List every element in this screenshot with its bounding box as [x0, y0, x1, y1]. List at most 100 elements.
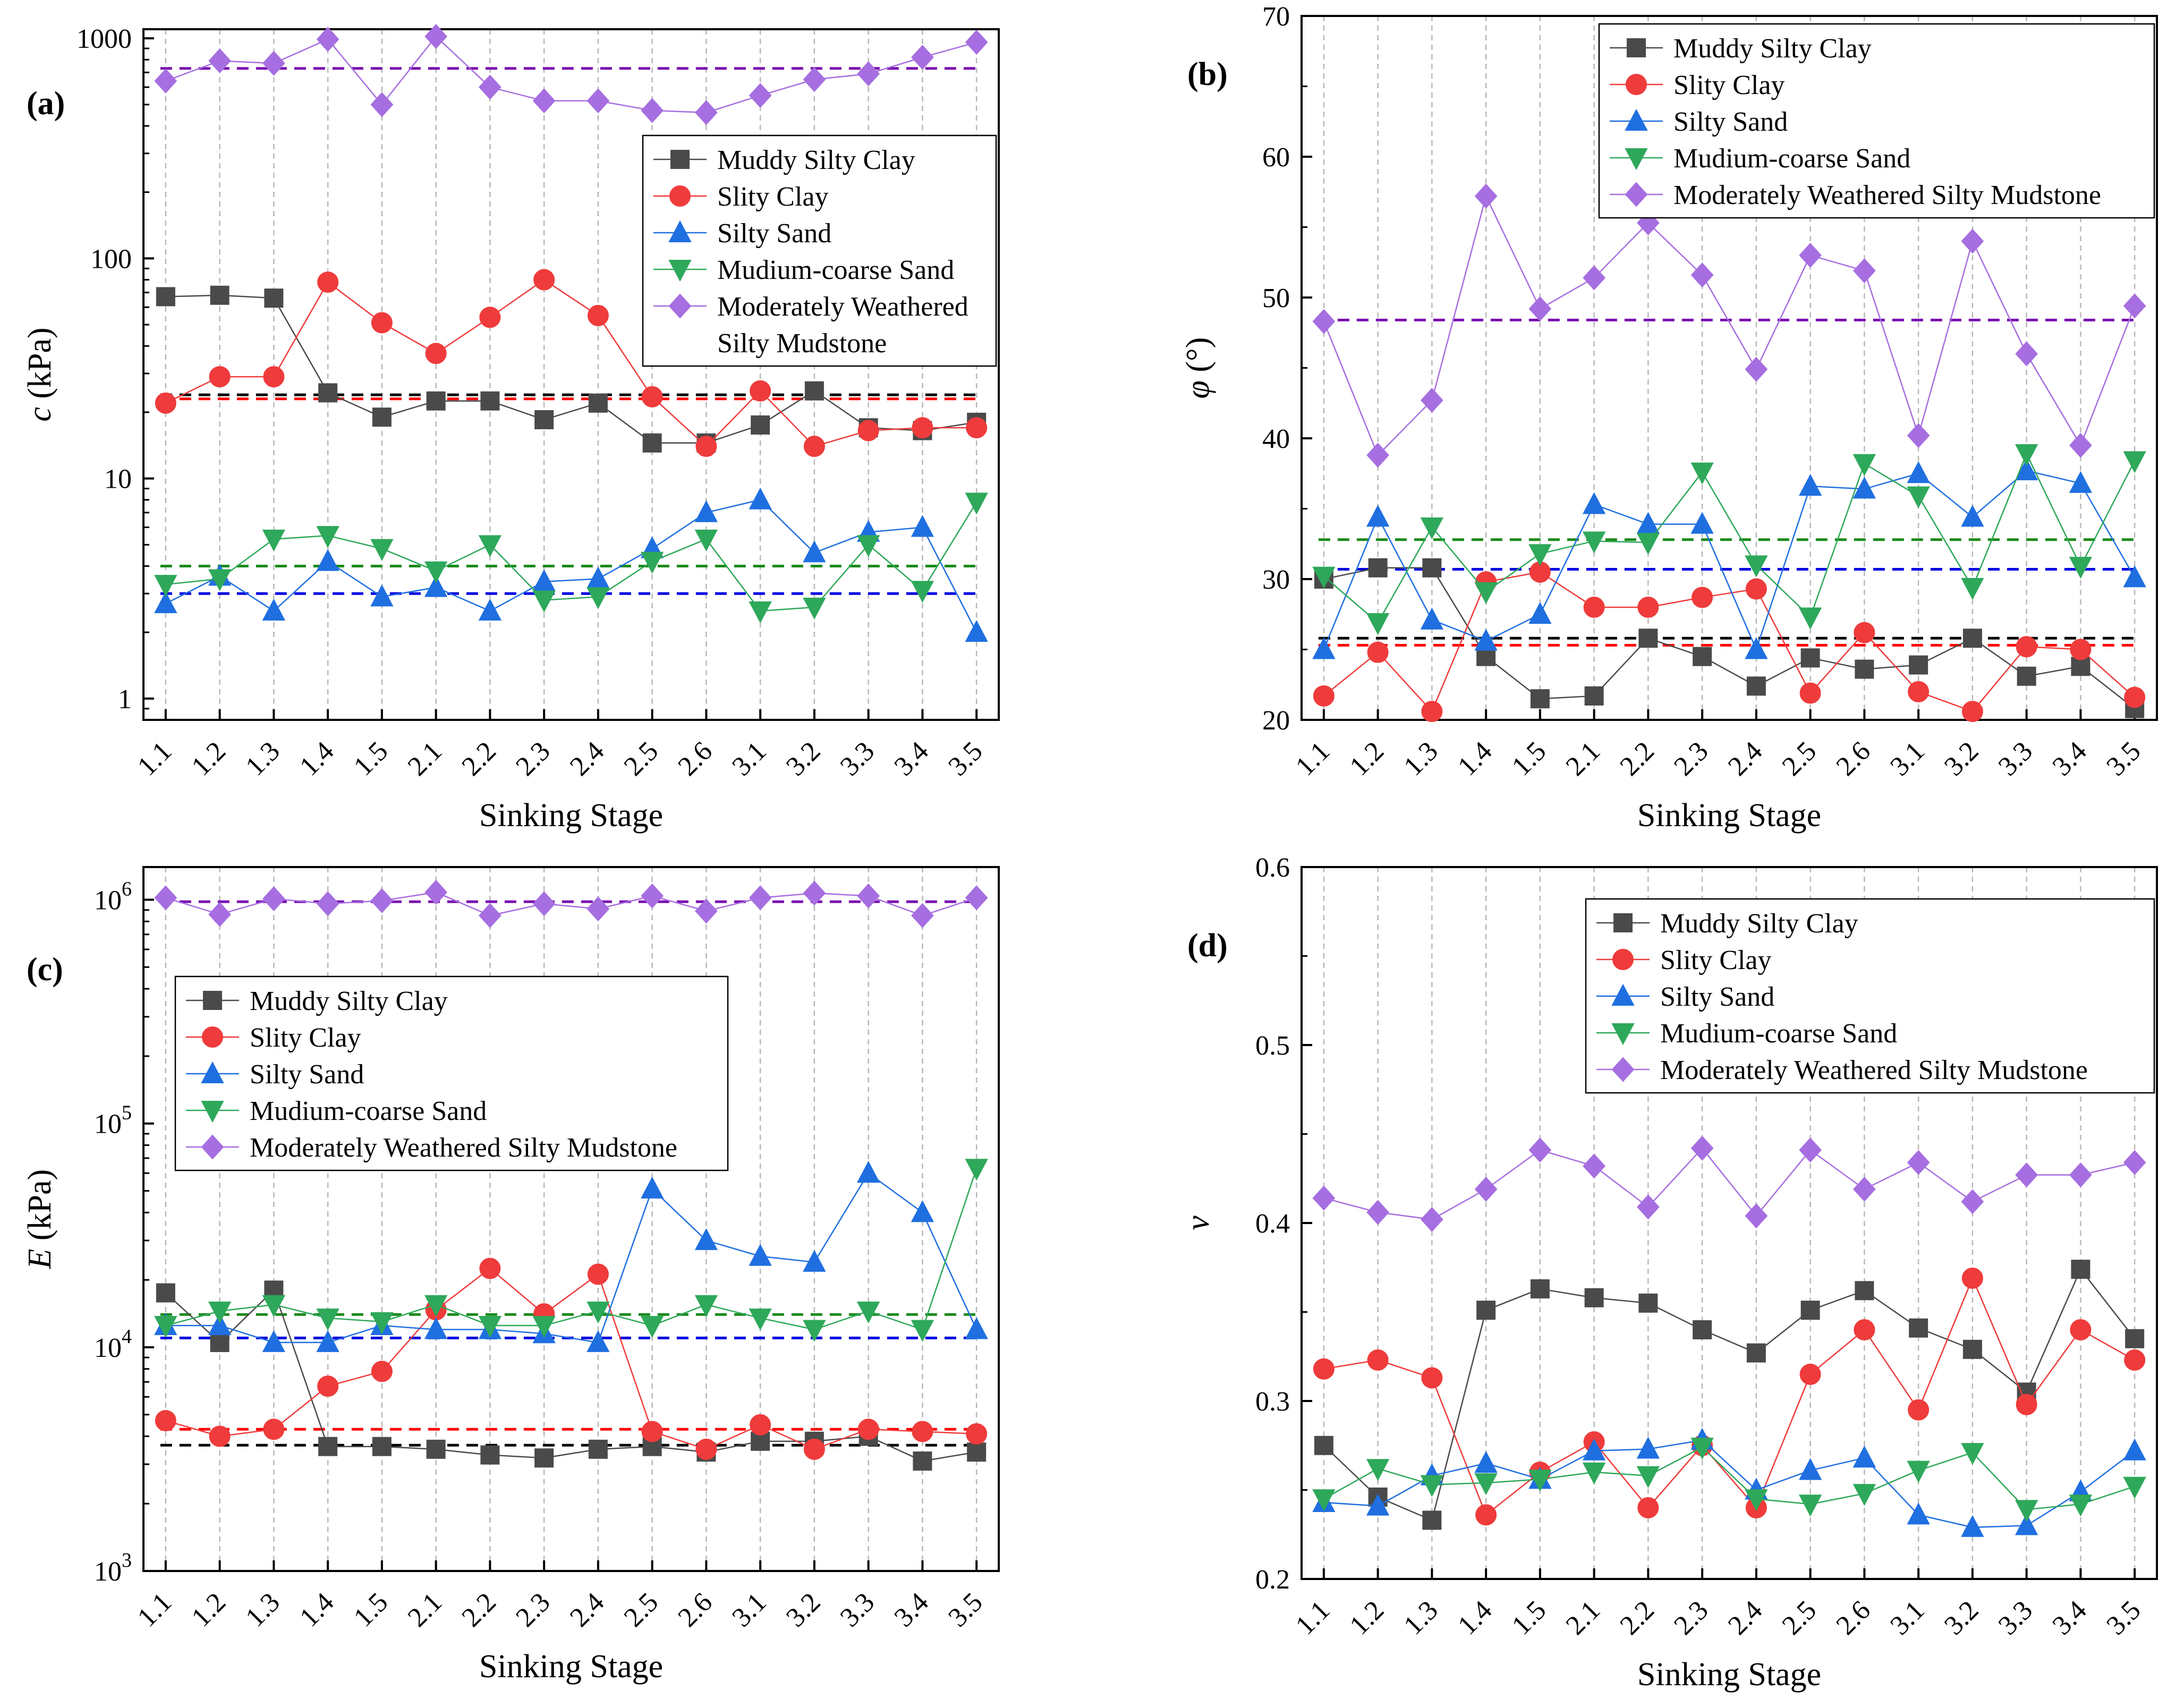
data-point — [2015, 1500, 2038, 1522]
data-point — [1692, 587, 1713, 608]
data-point — [1421, 701, 1443, 723]
data-point — [588, 393, 608, 413]
data-point — [587, 587, 610, 609]
data-point — [1528, 296, 1552, 321]
data-point — [370, 584, 394, 607]
data-point — [2015, 341, 2038, 367]
data-point — [1746, 676, 1766, 696]
data-point — [695, 898, 718, 924]
data-point — [695, 100, 718, 125]
data-point — [424, 1317, 448, 1339]
data-point — [640, 551, 664, 574]
data-point — [1854, 622, 1875, 643]
data-point — [1530, 1279, 1550, 1298]
data-point — [1420, 1475, 1444, 1497]
series-line — [165, 502, 978, 612]
data-point — [695, 436, 717, 457]
legend-marker — [1613, 913, 1633, 932]
data-point — [856, 1160, 880, 1183]
data-point — [965, 885, 988, 911]
data-point — [587, 896, 610, 922]
data-point — [424, 575, 448, 597]
data-point — [1798, 607, 1822, 630]
data-point — [965, 30, 988, 55]
data-point — [803, 540, 826, 563]
data-point — [262, 1295, 286, 1317]
series-line — [1323, 571, 2135, 713]
data-point — [264, 288, 284, 308]
legend-marker — [1626, 74, 1647, 95]
data-point — [2123, 1438, 2146, 1460]
data-point — [316, 27, 339, 52]
y-tick-label: 1000 — [77, 24, 132, 54]
legend-marker — [1625, 108, 1648, 131]
data-point — [1961, 228, 1984, 254]
y-tick-exponent: 3 — [122, 1549, 132, 1572]
data-point — [1961, 578, 1984, 600]
legend-marker — [1627, 38, 1646, 57]
x-axis-title: Sinking Stage — [479, 797, 663, 834]
data-point — [1690, 262, 1714, 288]
data-point — [1368, 558, 1388, 578]
legend-marker — [201, 1134, 224, 1160]
data-point — [1637, 597, 1659, 618]
data-point — [262, 886, 285, 912]
y-tick-base: 10 — [94, 886, 122, 916]
data-point — [532, 590, 556, 613]
data-point — [370, 539, 394, 561]
data-point — [316, 526, 339, 548]
y-tick-label: 0.4 — [1255, 1209, 1290, 1239]
data-point — [262, 50, 285, 76]
legend-label: Slity Clay — [717, 182, 828, 212]
data-point — [1528, 544, 1552, 566]
y-tick-label: 20 — [1262, 706, 1290, 736]
data-point — [966, 417, 988, 439]
data-point — [1366, 505, 1390, 527]
data-point — [316, 1330, 339, 1352]
data-point — [1313, 1358, 1335, 1380]
data-point — [2069, 557, 2093, 579]
data-point — [749, 83, 772, 108]
data-point — [1637, 1497, 1659, 1518]
data-point — [1637, 1194, 1660, 1220]
y-axis-title: c (kPa) — [22, 327, 58, 421]
data-point — [1366, 1493, 1390, 1516]
data-point — [749, 885, 772, 911]
data-point — [155, 1409, 176, 1431]
data-point — [2069, 471, 2093, 493]
data-point — [1528, 602, 1552, 624]
data-point — [2015, 444, 2038, 466]
data-point — [1852, 477, 1876, 499]
data-point — [640, 1176, 664, 1199]
data-point — [965, 492, 988, 515]
data-point — [1312, 309, 1336, 334]
data-point — [1422, 558, 1442, 578]
data-point — [749, 601, 772, 624]
data-point — [2069, 1162, 2092, 1188]
data-point — [1638, 629, 1658, 648]
data-point — [587, 1301, 610, 1324]
y-tick-label: 104 — [94, 1326, 132, 1363]
legend-box — [1585, 898, 2155, 1094]
data-point — [911, 1200, 934, 1222]
y-tick-base: 10 — [94, 1333, 122, 1363]
legend-marker — [670, 150, 690, 169]
legend-marker — [1611, 983, 1635, 1006]
data-point — [1690, 1135, 1714, 1161]
data-point — [1476, 1301, 1496, 1320]
data-point — [1474, 582, 1498, 604]
legend-label: Moderately Weathered Silty Mudstone — [250, 1133, 677, 1163]
legend-marker — [201, 1101, 224, 1123]
data-point — [478, 1316, 502, 1338]
y-tick-base: 10 — [94, 1557, 122, 1587]
legend-marker — [202, 1026, 223, 1048]
legend-label: Mudium-coarse Sand — [250, 1096, 487, 1126]
data-point — [426, 1439, 446, 1459]
data-point — [1798, 1458, 1822, 1480]
data-point — [478, 535, 502, 557]
data-point — [262, 598, 286, 621]
data-point — [1909, 1318, 1928, 1338]
legend-box — [642, 134, 997, 367]
